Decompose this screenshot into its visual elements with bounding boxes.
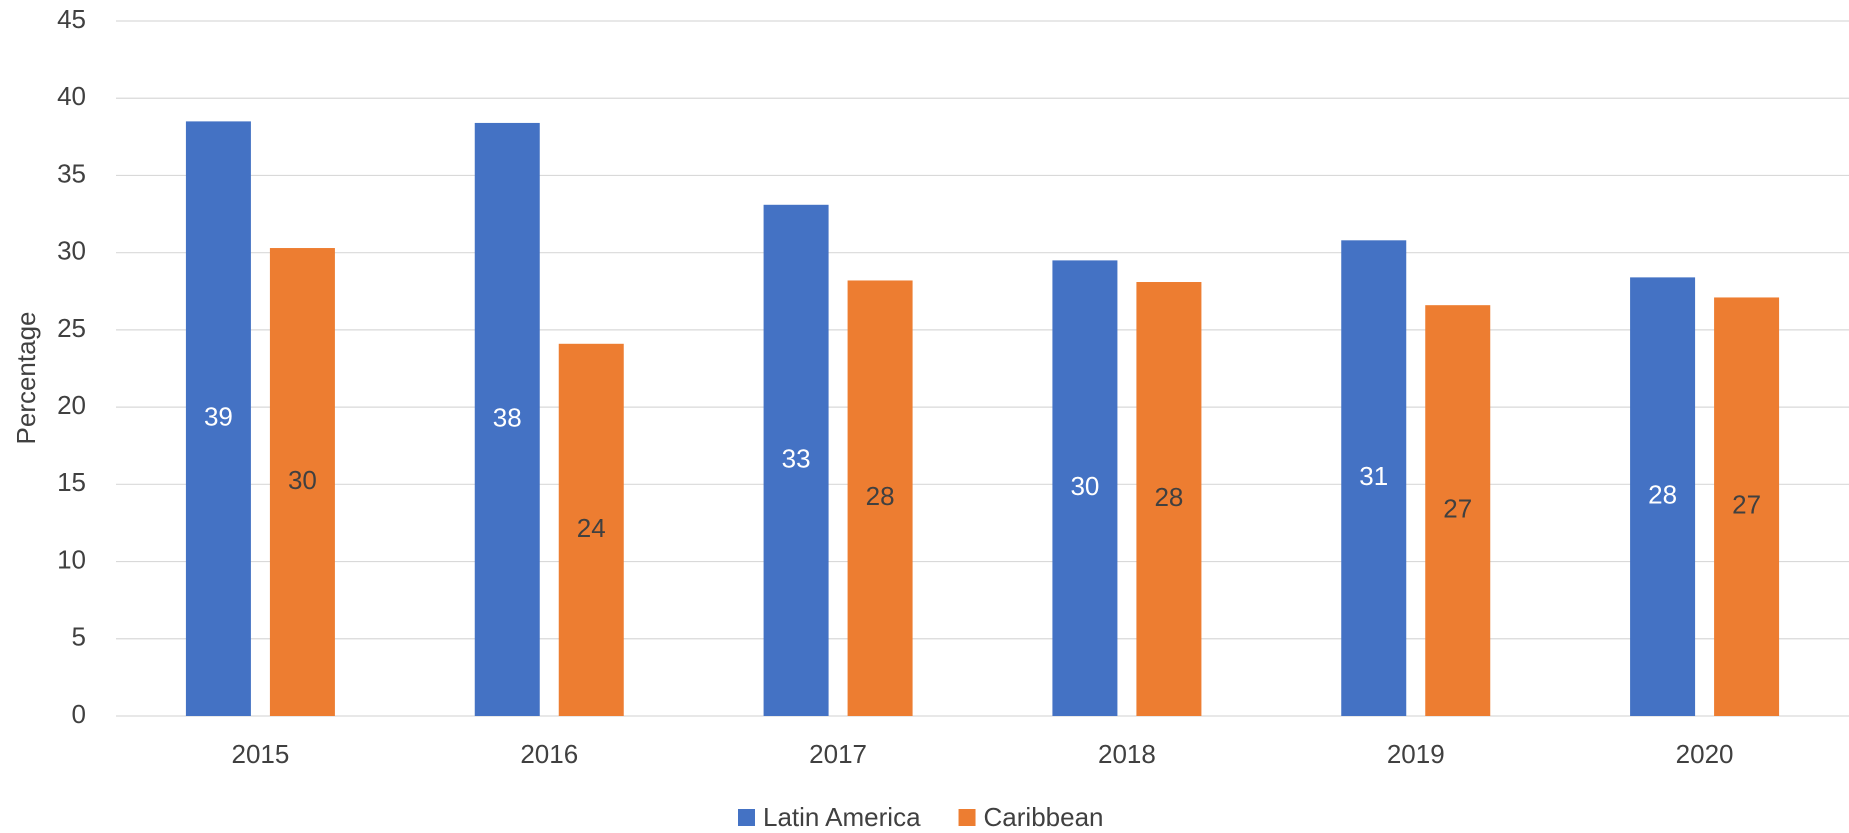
data-label: 27 bbox=[1443, 493, 1472, 523]
x-tick-label: 2017 bbox=[809, 739, 867, 769]
data-label: 31 bbox=[1359, 461, 1388, 491]
bar bbox=[847, 280, 913, 716]
x-tick-label: 2018 bbox=[1098, 739, 1156, 769]
data-label: 27 bbox=[1732, 490, 1761, 520]
x-tick-label: 2020 bbox=[1676, 739, 1734, 769]
y-tick-label: 30 bbox=[57, 236, 86, 266]
bar bbox=[1136, 282, 1202, 716]
legend-swatch bbox=[738, 809, 755, 826]
bar bbox=[1052, 260, 1118, 716]
y-tick-label: 10 bbox=[57, 544, 86, 574]
data-label: 30 bbox=[1070, 471, 1099, 501]
bar bbox=[185, 121, 251, 716]
y-tick-label: 15 bbox=[57, 467, 86, 497]
bar bbox=[763, 204, 829, 717]
bar bbox=[269, 248, 335, 717]
bar bbox=[1341, 240, 1407, 717]
data-label: 28 bbox=[1154, 482, 1183, 512]
data-label: 39 bbox=[204, 402, 233, 432]
x-tick-label: 2015 bbox=[231, 739, 289, 769]
data-label: 38 bbox=[493, 402, 522, 432]
y-tick-label: 40 bbox=[57, 81, 86, 111]
data-label: 28 bbox=[866, 481, 895, 511]
bar bbox=[1714, 297, 1780, 716]
y-tick-label: 35 bbox=[57, 158, 86, 188]
data-label: 24 bbox=[577, 513, 606, 543]
data-label: 33 bbox=[782, 443, 811, 473]
x-tick-label: 2016 bbox=[520, 739, 578, 769]
y-tick-label: 25 bbox=[57, 313, 86, 343]
bar bbox=[558, 343, 624, 716]
y-tick-label: 0 bbox=[72, 699, 86, 729]
bar bbox=[1630, 277, 1696, 716]
y-axis-title: Percentage bbox=[11, 312, 41, 445]
y-tick-label: 20 bbox=[57, 390, 86, 420]
bar bbox=[1425, 305, 1491, 716]
data-label: 28 bbox=[1648, 480, 1677, 510]
x-tick-label: 2019 bbox=[1387, 739, 1445, 769]
y-tick-label: 45 bbox=[57, 4, 86, 34]
legend-label: Latin America bbox=[763, 802, 921, 832]
y-tick-label: 5 bbox=[72, 622, 86, 652]
legend-label: Caribbean bbox=[984, 802, 1104, 832]
data-label: 30 bbox=[288, 465, 317, 495]
bar bbox=[474, 122, 540, 716]
legend-swatch bbox=[958, 809, 976, 826]
